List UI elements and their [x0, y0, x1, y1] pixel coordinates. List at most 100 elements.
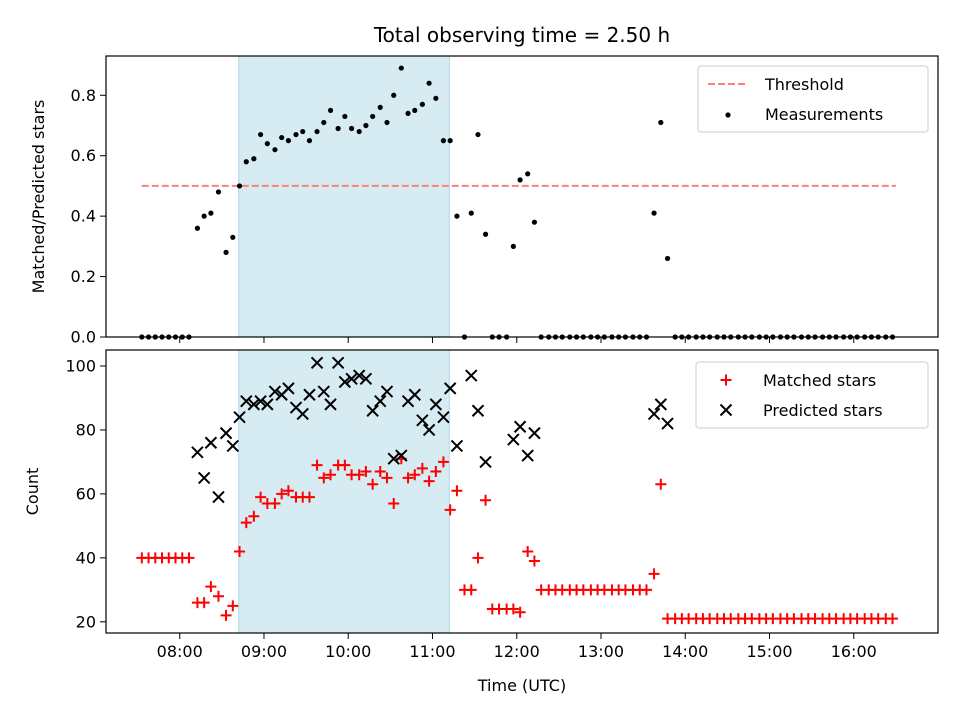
predicted-star-point — [247, 398, 261, 411]
predicted-star-point — [374, 394, 387, 408]
matched-stars-points-group — [136, 453, 899, 625]
count-legend: Matched stars Predicted stars — [695, 361, 929, 429]
count-panel-frame — [105, 349, 939, 634]
matched-star-point — [255, 491, 267, 503]
measurement-point — [525, 171, 531, 177]
measurement-point — [201, 213, 207, 219]
measurement-point — [398, 65, 404, 71]
predicted-star-point — [521, 449, 534, 462]
measurement-point — [327, 107, 334, 113]
count-panel: 20 40 60 80 100 08:00 09:00 10:00 11:00 12:00 13:… — [23, 349, 939, 695]
predicted-star-point — [268, 385, 282, 398]
measurement-point — [405, 110, 411, 117]
measurement-point — [658, 119, 664, 126]
x-tick-label: 08:00 — [157, 642, 203, 661]
measurement-point — [651, 210, 657, 216]
predicted-star-point — [345, 372, 358, 385]
measurement-point — [517, 177, 523, 183]
measurement-point — [348, 125, 355, 132]
matched-star-point — [416, 462, 428, 474]
legend-threshold-label: Threshold — [764, 75, 844, 94]
matched-star-point — [507, 603, 519, 615]
matched-star-point — [480, 494, 492, 506]
measurement-point — [258, 131, 264, 138]
measurement-point — [342, 113, 348, 120]
predicted-star-point — [471, 404, 485, 417]
predicted-star-point — [359, 372, 373, 385]
predicted-star-point — [387, 452, 400, 465]
matched-star-point — [437, 456, 449, 468]
measurement-point — [454, 213, 460, 219]
measurement-point — [279, 134, 285, 141]
measurement-point — [251, 156, 257, 162]
predicted-star-point — [408, 388, 421, 401]
y-tick-label: 40 — [76, 548, 96, 567]
measurement-point — [468, 210, 474, 216]
y-tick-label: 100 — [65, 356, 96, 375]
count-y-axis-label: Count — [23, 468, 42, 516]
legend-measurements-label: Measurements — [765, 105, 883, 124]
predicted-star-point — [450, 439, 464, 453]
predicted-star-point — [513, 420, 527, 433]
predicted-star-point — [254, 394, 267, 408]
legend-matched-label: Matched stars — [763, 371, 876, 390]
y-tick-label: 0.8 — [71, 86, 96, 105]
measurement-point — [426, 80, 432, 86]
measurement-point — [321, 119, 327, 126]
matched-star-point — [640, 584, 652, 596]
predicted-star-point — [282, 382, 295, 395]
predicted-star-point — [338, 375, 352, 389]
measurement-point — [510, 243, 516, 249]
count-legend-box — [695, 361, 929, 429]
matched-star-point — [388, 497, 400, 509]
count-y-ticks: 20 40 60 80 100 — [65, 356, 106, 631]
matched-star-point — [430, 466, 442, 478]
matched-star-point — [360, 466, 372, 478]
matched-star-point — [381, 472, 393, 484]
measurement-point — [419, 101, 425, 107]
observing-interval-shade — [238, 55, 450, 338]
matched-star-point — [409, 469, 421, 481]
chart-title: Total observing time = 2.50 h — [373, 23, 670, 47]
predicted-stars-points-group — [191, 356, 674, 504]
predicted-star-point — [416, 414, 429, 427]
matched-star-point — [318, 472, 330, 484]
matched-star-point — [402, 472, 414, 484]
matched-star-point — [451, 485, 463, 497]
measurement-point — [306, 138, 313, 144]
predicted-star-point — [528, 426, 541, 440]
matched-star-point — [183, 552, 195, 564]
matched-star-point — [325, 469, 337, 481]
ratio-y-axis-label: Matched/Predicted stars — [29, 100, 48, 294]
predicted-star-point — [422, 423, 436, 437]
matched-star-point — [269, 497, 281, 509]
count-x-ticks: 08:00 09:00 10:00 11:00 12:00 13:00 14:00 15:00… — [157, 633, 877, 661]
matched-star-point — [522, 545, 534, 557]
legend-matched-swatch — [720, 374, 732, 386]
matched-star-point — [240, 517, 252, 529]
measurement-point — [531, 219, 538, 225]
x-tick-label: 11:00 — [409, 642, 455, 661]
x-tick-label: 13:00 — [578, 642, 624, 661]
matched-star-point — [353, 469, 365, 481]
predicted-star-point — [352, 369, 366, 382]
measurement-point — [236, 183, 243, 189]
measurement-point — [223, 249, 229, 255]
predicted-star-point — [310, 356, 324, 369]
matched-star-point — [234, 545, 246, 557]
predicted-star-point — [465, 369, 478, 382]
predicted-star-point — [240, 394, 253, 408]
ratio-y-ticks: 0.0 0.2 0.4 0.6 0.8 — [71, 86, 106, 347]
predicted-star-point — [479, 455, 492, 469]
x-tick-label: 15:00 — [746, 642, 792, 661]
matched-star-point — [198, 597, 210, 609]
legend-measurements-swatch — [725, 112, 731, 118]
x-tick-label: 09:00 — [241, 642, 287, 661]
measurement-point — [314, 128, 320, 135]
predicted-star-point — [219, 426, 233, 440]
predicted-star-point — [191, 446, 204, 459]
measurement-point — [440, 138, 447, 144]
predicted-star-point — [226, 439, 240, 453]
x-axis-label: Time (UTC) — [477, 676, 566, 695]
predicted-star-point — [296, 407, 309, 421]
